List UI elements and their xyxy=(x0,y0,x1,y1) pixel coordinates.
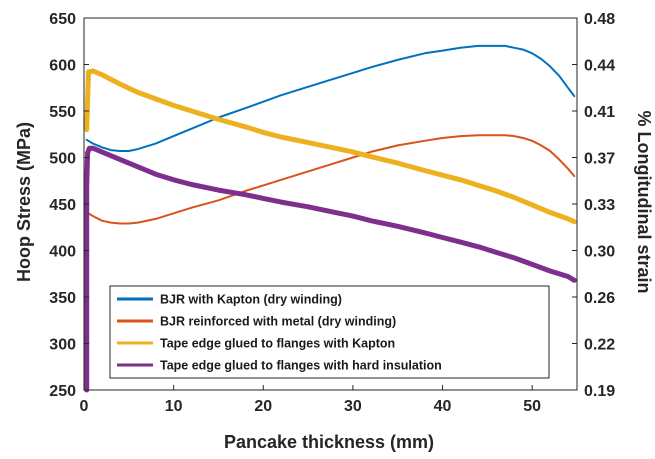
y-left-tick-label-1: 300 xyxy=(49,337,76,354)
legend-entry-3: Tape edge glued to flanges with hard ins… xyxy=(160,359,442,373)
series-line-0 xyxy=(85,44,576,152)
y-left-tick-label-4: 450 xyxy=(49,197,76,214)
legend-entry-2: Tape edge glued to flanges with Kapton xyxy=(160,337,395,351)
y-left-tick-label-0: 250 xyxy=(49,383,76,400)
legend: BJR with Kapton (dry winding) BJR reinfo… xyxy=(109,285,550,379)
y-right-tick-label-6: 0.41 xyxy=(584,104,615,121)
legend-entry-1: BJR reinforced with metal (dry winding) xyxy=(160,315,396,329)
y-right-tick-label-8: 0.48 xyxy=(584,11,615,28)
x-tick-label-0: 0 xyxy=(80,398,89,415)
y-right-tick-label-0: 0.19 xyxy=(584,383,615,400)
y-right-tick-label-2: 0.26 xyxy=(584,290,615,307)
x-tick-label-5: 50 xyxy=(523,398,541,415)
series-line-3 xyxy=(84,145,577,393)
y-left-tick-label-5: 500 xyxy=(49,151,76,168)
x-tick-label-1: 10 xyxy=(165,398,183,415)
y-axis-right-label: % Longitudinal strain xyxy=(634,111,654,294)
x-tick-label-2: 20 xyxy=(254,398,272,415)
y-right-tick-label-5: 0.37 xyxy=(584,151,615,168)
legend-box xyxy=(109,285,550,379)
series-line-1 xyxy=(85,134,576,225)
x-axis-label: Pancake thickness (mm) xyxy=(224,432,434,452)
y-right-tick-label-7: 0.44 xyxy=(584,58,615,75)
series-line-2 xyxy=(84,68,577,225)
legend-items: BJR with Kapton (dry winding) BJR reinfo… xyxy=(117,293,442,373)
y-right-tick-label-4: 0.33 xyxy=(584,197,615,214)
y-right-tick-label-1: 0.22 xyxy=(584,337,615,354)
y-right-tick-label-3: 0.30 xyxy=(584,244,615,261)
y-axis-left-label: Hoop Stress (MPa) xyxy=(14,122,34,282)
plot-area xyxy=(84,44,577,393)
legend-entry-0: BJR with Kapton (dry winding) xyxy=(160,293,342,307)
tick-labels: 0 10 20 30 40 50 250 300 350 400 450 500 550 600 650 0.… xyxy=(49,11,615,415)
x-tick-label-3: 30 xyxy=(344,398,362,415)
y-left-tick-label-7: 600 xyxy=(49,58,76,75)
y-left-tick-label-3: 400 xyxy=(49,244,76,261)
y-left-tick-label-6: 550 xyxy=(49,104,76,121)
axes xyxy=(83,17,578,391)
x-tick-label-4: 40 xyxy=(434,398,452,415)
y-left-tick-label-8: 650 xyxy=(49,11,76,28)
y-left-tick-label-2: 350 xyxy=(49,290,76,307)
